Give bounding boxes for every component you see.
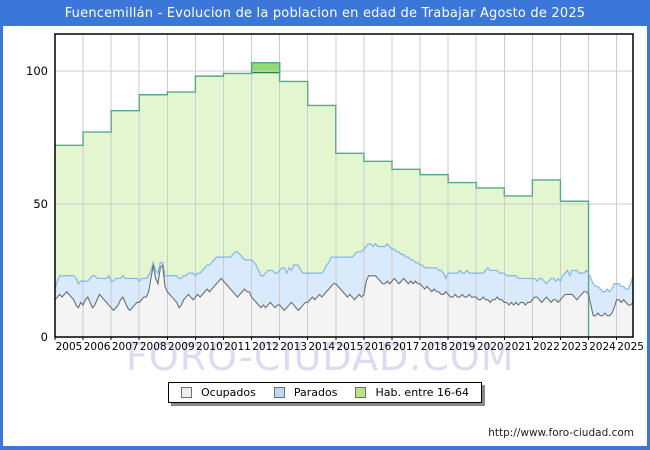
x-year-label: 2020	[477, 341, 504, 353]
parados-line	[54, 242, 634, 293]
x-year-label: 2017	[393, 341, 420, 353]
x-year-label: 2024	[589, 341, 616, 353]
plot-border	[54, 33, 634, 338]
y-axis-labels: 0 50 100	[26, 64, 48, 344]
legend-item-parados: Parados	[273, 386, 338, 399]
legend-item-ocupados: Ocupados	[180, 386, 256, 399]
x-year-label: 2015	[336, 341, 363, 353]
title-bar: Fuencemillán - Evolucion de la poblacion…	[0, 0, 650, 26]
x-year-label: 2016	[365, 341, 392, 353]
y-tick-label: 50	[33, 197, 48, 211]
x-axis-ticks	[54, 337, 618, 340]
legend-label-parados: Parados	[293, 386, 338, 399]
hab-16-64-swatch-icon	[355, 387, 367, 398]
x-year-label: 2023	[561, 341, 588, 353]
watermark-text: FORO-CIUDAD.COM	[126, 335, 515, 379]
chart-title: Fuencemillán - Evolucion de la poblacion…	[64, 5, 586, 21]
parados-swatch-icon	[273, 387, 285, 398]
legend-label-hab16-64: Hab. entre 16-64	[375, 386, 470, 399]
x-year-label: 2007	[112, 341, 139, 353]
x-year-label: 2021	[505, 341, 532, 353]
x-year-label: 2022	[533, 341, 560, 353]
x-year-label: 2011	[224, 341, 251, 353]
ocupados-line	[54, 263, 634, 317]
y-tick-label: 0	[41, 330, 48, 344]
legend-label-ocupados: Ocupados	[200, 386, 256, 399]
y-tick-label: 100	[26, 64, 48, 78]
frame-border-bottom	[0, 446, 650, 450]
hab-16-64-line	[55, 62, 590, 337]
chart-legend: Ocupados Parados Hab. entre 16-64	[167, 382, 483, 403]
legend-item-hab16-64: Hab. entre 16-64	[355, 386, 469, 399]
ocupados-area	[55, 265, 633, 337]
x-year-label: 2006	[84, 341, 111, 353]
x-year-label: 2010	[196, 341, 223, 353]
x-year-label: 2018	[421, 341, 448, 353]
x-year-label: 2008	[140, 341, 167, 353]
x-year-label: 2005	[56, 341, 83, 353]
x-year-label: 2019	[449, 341, 476, 353]
frame-border-left	[0, 0, 3, 450]
x-axis-labels: 2005 2006 2007 2008 2009 2010 2011 2012 2013 2014…	[56, 341, 644, 353]
x-year-label: 2025	[617, 341, 644, 353]
x-year-label: 2012	[252, 341, 279, 353]
ocupados-swatch-icon	[180, 387, 192, 398]
x-year-label: 2014	[308, 341, 335, 353]
frame-border-right	[647, 0, 650, 450]
x-year-label: 2009	[168, 341, 195, 353]
x-year-label: 2013	[280, 341, 307, 353]
foro-ciudad-url: http://www.foro-ciudad.com	[488, 427, 634, 439]
